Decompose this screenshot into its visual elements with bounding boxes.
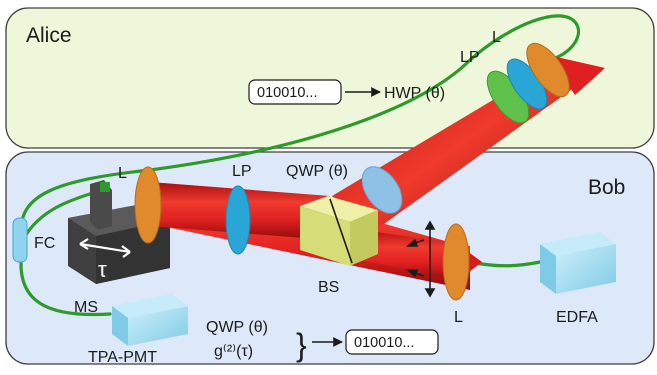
result-qwp-label: QWP (θ) [206,319,268,336]
fc-label: FC [34,235,55,252]
edfa-label: EDFA [556,309,598,326]
alice-lp-label: LP [460,49,480,66]
ms-label: MS [74,299,98,316]
alignment-arrows [405,220,436,298]
bob-bit-string-box [345,329,439,355]
alice-bit-string-box [248,79,342,105]
bob-panel-title: Bob [588,176,625,199]
result-g2-label: g⁽²⁾(τ) [214,343,253,360]
alice-lens-label: L [492,29,501,46]
bob-lp-plate [225,185,251,255]
tpa-pmt-device [112,294,188,346]
bob-lens-right [442,223,470,301]
bob-lens-left [134,166,162,244]
result-brace: } [296,327,307,363]
hwp-label: HWP (θ) [384,85,445,102]
fiber-fc-to-tpa [19,260,112,317]
fiber-connector [12,217,28,263]
alice-panel-title: Alice [26,24,72,47]
beam-splitter [300,196,378,266]
fiber-fc-to-ms [22,190,98,240]
alice-lens [526,42,570,98]
alice-bit-string: 010010... [257,85,317,101]
edfa-device [540,232,616,294]
bob-lens-left-label: L [118,165,127,182]
beam-cone-alice [548,55,605,95]
bob-lens-right-label: L [454,309,463,326]
qwp-plate [361,166,403,214]
tau-symbol: τ [98,257,107,282]
tpa-pmt-label: TPA-PMT [88,349,157,366]
beam-bs-to-lens [350,228,470,282]
qwp-label: QWP (θ) [286,163,348,180]
bob-lp-label: LP [232,163,252,180]
bob-bit-string: 010010... [354,335,414,351]
bs-label: BS [318,279,339,296]
fiber-fc-to-alice [19,14,581,234]
